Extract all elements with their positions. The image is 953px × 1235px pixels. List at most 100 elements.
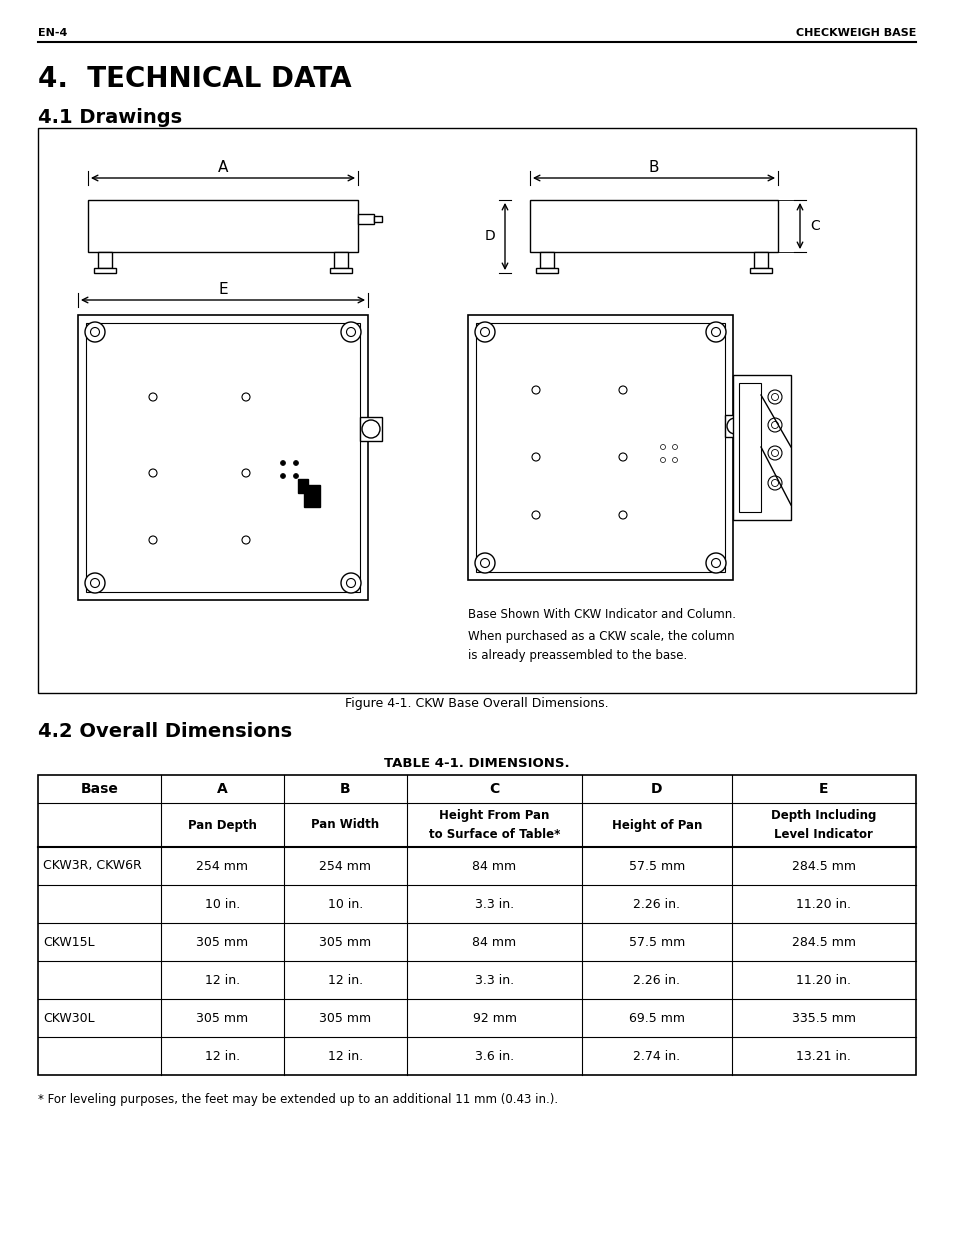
Text: A: A	[217, 161, 228, 175]
Circle shape	[618, 387, 626, 394]
Circle shape	[711, 558, 720, 568]
Bar	[357, 214, 374, 224]
Circle shape	[280, 473, 285, 478]
Bar	[539, 252, 554, 268]
Circle shape	[91, 578, 99, 588]
Circle shape	[280, 461, 285, 466]
Bar	[530, 200, 778, 252]
Text: 57.5 mm: 57.5 mm	[628, 860, 684, 872]
Bar	[94, 268, 116, 273]
Circle shape	[361, 420, 379, 438]
Circle shape	[346, 578, 355, 588]
Text: 254 mm: 254 mm	[319, 860, 371, 872]
Bar	[739, 383, 760, 513]
Bar	[88, 200, 357, 252]
Text: Depth Including
Level Indicator: Depth Including Level Indicator	[770, 809, 876, 841]
Circle shape	[242, 469, 250, 477]
Text: 305 mm: 305 mm	[319, 935, 371, 948]
Text: 10 in.: 10 in.	[327, 898, 362, 910]
Bar	[98, 252, 112, 268]
Text: 3.6 in.: 3.6 in.	[475, 1050, 514, 1062]
Text: 13.21 in.: 13.21 in.	[796, 1050, 850, 1062]
Circle shape	[91, 327, 99, 336]
Text: 3.3 in.: 3.3 in.	[475, 973, 514, 987]
Text: Height From Pan
to Surface of Table*: Height From Pan to Surface of Table*	[429, 809, 559, 841]
Circle shape	[767, 417, 781, 432]
Circle shape	[532, 511, 539, 519]
Bar	[753, 252, 767, 268]
Circle shape	[767, 475, 781, 490]
Circle shape	[659, 445, 665, 450]
Text: 11.20 in.: 11.20 in.	[796, 898, 850, 910]
Text: 84 mm: 84 mm	[472, 935, 517, 948]
Text: 10 in.: 10 in.	[205, 898, 240, 910]
Text: Height of Pan: Height of Pan	[611, 819, 701, 831]
Text: 254 mm: 254 mm	[196, 860, 248, 872]
Text: 335.5 mm: 335.5 mm	[791, 1011, 855, 1025]
Text: D: D	[651, 782, 662, 797]
Circle shape	[711, 327, 720, 336]
Text: 12 in.: 12 in.	[328, 1050, 362, 1062]
Bar	[330, 268, 352, 273]
Bar	[78, 315, 368, 600]
Circle shape	[771, 421, 778, 429]
Bar	[297, 479, 308, 493]
Text: CHECKWEIGH BASE: CHECKWEIGH BASE	[795, 28, 915, 38]
Circle shape	[85, 573, 105, 593]
Text: 305 mm: 305 mm	[196, 1011, 248, 1025]
Text: EN-4: EN-4	[38, 28, 68, 38]
Text: 4.1 Drawings: 4.1 Drawings	[38, 107, 182, 127]
Text: 4.  TECHNICAL DATA: 4. TECHNICAL DATA	[38, 65, 352, 93]
Bar	[334, 252, 348, 268]
Circle shape	[618, 453, 626, 461]
Bar	[38, 128, 915, 693]
Text: 84 mm: 84 mm	[472, 860, 517, 872]
Bar	[749, 268, 771, 273]
Text: 305 mm: 305 mm	[319, 1011, 371, 1025]
Circle shape	[346, 327, 355, 336]
Circle shape	[771, 479, 778, 487]
Text: B: B	[339, 782, 351, 797]
Bar	[359, 417, 381, 441]
Text: E: E	[218, 282, 228, 296]
Text: E: E	[819, 782, 828, 797]
Circle shape	[659, 457, 665, 462]
Text: 12 in.: 12 in.	[205, 1050, 240, 1062]
Circle shape	[532, 387, 539, 394]
Text: TABLE 4-1. DIMENSIONS.: TABLE 4-1. DIMENSIONS.	[384, 757, 569, 769]
Circle shape	[672, 457, 677, 462]
Circle shape	[294, 473, 298, 478]
Bar	[536, 268, 558, 273]
Text: Pan Width: Pan Width	[311, 819, 379, 831]
Bar	[724, 415, 744, 437]
Circle shape	[767, 446, 781, 459]
Text: 2.74 in.: 2.74 in.	[633, 1050, 679, 1062]
Text: * For leveling purposes, the feet may be extended up to an additional 11 mm (0.4: * For leveling purposes, the feet may be…	[38, 1093, 558, 1107]
Text: A: A	[216, 782, 228, 797]
Circle shape	[340, 573, 360, 593]
Bar	[86, 324, 359, 592]
Text: Pan Depth: Pan Depth	[188, 819, 256, 831]
Text: When purchased as a CKW scale, the column
is already preassembled to the base.: When purchased as a CKW scale, the colum…	[468, 630, 734, 662]
Text: 3.3 in.: 3.3 in.	[475, 898, 514, 910]
Text: 284.5 mm: 284.5 mm	[791, 935, 855, 948]
Text: 284.5 mm: 284.5 mm	[791, 860, 855, 872]
Text: 69.5 mm: 69.5 mm	[628, 1011, 684, 1025]
Circle shape	[475, 553, 495, 573]
Text: Base: Base	[80, 782, 118, 797]
Circle shape	[294, 461, 298, 466]
Text: CKW3R, CKW6R: CKW3R, CKW6R	[43, 860, 142, 872]
Text: 11.20 in.: 11.20 in.	[796, 973, 850, 987]
Text: 4.2 Overall Dimensions: 4.2 Overall Dimensions	[38, 722, 292, 741]
Bar	[304, 485, 319, 508]
Bar	[374, 216, 381, 222]
Circle shape	[705, 553, 725, 573]
Circle shape	[242, 393, 250, 401]
Circle shape	[480, 558, 489, 568]
Circle shape	[475, 322, 495, 342]
Bar	[468, 315, 732, 580]
Text: 2.26 in.: 2.26 in.	[633, 973, 679, 987]
Text: CKW30L: CKW30L	[43, 1011, 94, 1025]
Bar	[476, 324, 724, 572]
Circle shape	[726, 417, 742, 433]
